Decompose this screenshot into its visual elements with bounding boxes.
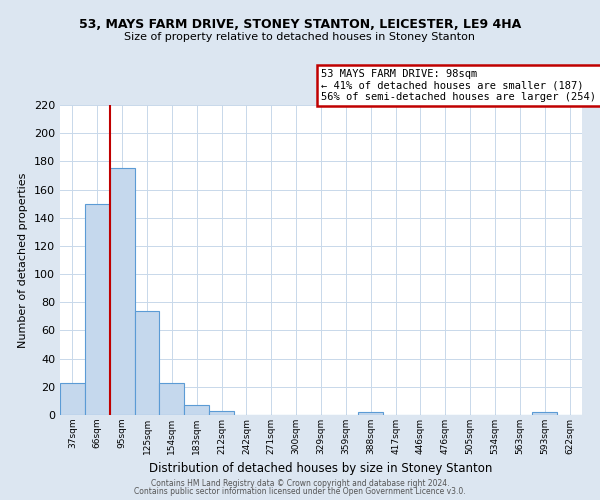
- Text: 53 MAYS FARM DRIVE: 98sqm
← 41% of detached houses are smaller (187)
56% of semi: 53 MAYS FARM DRIVE: 98sqm ← 41% of detac…: [321, 68, 600, 102]
- Text: Size of property relative to detached houses in Stoney Stanton: Size of property relative to detached ho…: [125, 32, 476, 42]
- Text: Contains public sector information licensed under the Open Government Licence v3: Contains public sector information licen…: [134, 487, 466, 496]
- Bar: [209, 411, 234, 415]
- Bar: [85, 204, 110, 415]
- Bar: [60, 382, 85, 415]
- Y-axis label: Number of detached properties: Number of detached properties: [19, 172, 28, 348]
- Bar: [134, 310, 160, 415]
- Bar: [160, 382, 184, 415]
- Bar: [532, 412, 557, 415]
- X-axis label: Distribution of detached houses by size in Stoney Stanton: Distribution of detached houses by size …: [149, 462, 493, 475]
- Bar: [184, 405, 209, 415]
- Bar: [110, 168, 134, 415]
- Text: 53, MAYS FARM DRIVE, STONEY STANTON, LEICESTER, LE9 4HA: 53, MAYS FARM DRIVE, STONEY STANTON, LEI…: [79, 18, 521, 30]
- Text: Contains HM Land Registry data © Crown copyright and database right 2024.: Contains HM Land Registry data © Crown c…: [151, 478, 449, 488]
- Bar: [358, 412, 383, 415]
